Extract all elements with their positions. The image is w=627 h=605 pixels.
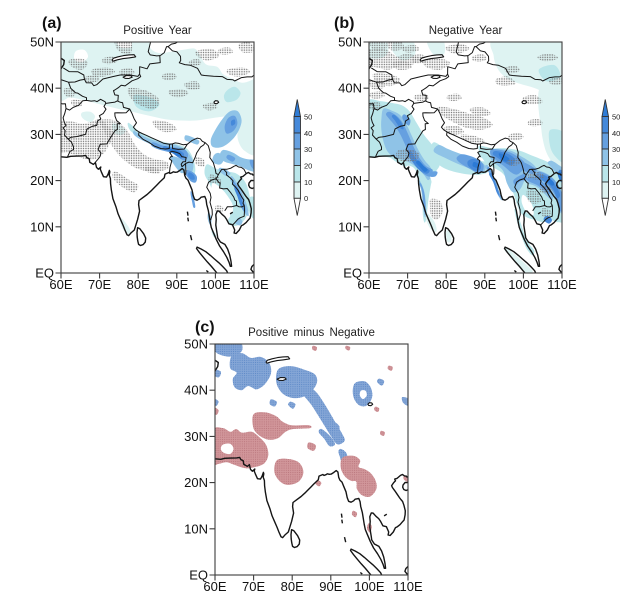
svg-text:30N: 30N (184, 429, 208, 444)
svg-text:(c): (c) (195, 319, 215, 336)
svg-text:10N: 10N (338, 219, 362, 234)
svg-text:100E: 100E (354, 579, 385, 594)
svg-text:40N: 40N (30, 81, 54, 96)
svg-text:Negative Year: Negative Year (429, 25, 503, 37)
svg-text:20: 20 (612, 161, 620, 170)
svg-text:50: 50 (304, 112, 312, 121)
svg-text:EQ: EQ (35, 266, 54, 281)
svg-text:40N: 40N (338, 81, 362, 96)
svg-text:20: 20 (304, 161, 312, 170)
svg-text:90E: 90E (165, 277, 188, 292)
svg-text:Positive Year: Positive Year (123, 25, 192, 37)
svg-text:20N: 20N (30, 173, 54, 188)
svg-text:100E: 100E (200, 277, 231, 292)
svg-text:70E: 70E (88, 277, 111, 292)
svg-text:Positive minus Negative: Positive minus Negative (248, 327, 375, 339)
svg-text:40: 40 (304, 129, 312, 138)
svg-text:60E: 60E (203, 579, 226, 594)
svg-text:50: 50 (612, 112, 620, 121)
svg-text:50N: 50N (30, 35, 54, 50)
svg-text:60E: 60E (49, 277, 72, 292)
svg-text:70E: 70E (396, 277, 419, 292)
svg-text:40N: 40N (184, 383, 208, 398)
svg-text:90E: 90E (319, 579, 342, 594)
svg-text:110E: 110E (547, 277, 577, 292)
svg-text:(a): (a) (42, 15, 62, 32)
svg-text:EQ: EQ (189, 568, 208, 583)
svg-text:0: 0 (304, 194, 308, 203)
svg-text:10: 10 (612, 178, 620, 187)
svg-text:110E: 110E (239, 277, 269, 292)
svg-text:80E: 80E (127, 277, 150, 292)
svg-text:110E: 110E (393, 579, 423, 594)
svg-text:20N: 20N (184, 475, 208, 490)
svg-text:40: 40 (612, 129, 620, 138)
svg-text:100E: 100E (508, 277, 539, 292)
svg-text:10N: 10N (184, 521, 208, 536)
svg-text:0: 0 (612, 194, 616, 203)
svg-text:80E: 80E (435, 277, 458, 292)
svg-text:50N: 50N (338, 35, 362, 50)
svg-text:30N: 30N (30, 127, 54, 142)
svg-text:10: 10 (304, 178, 312, 187)
svg-text:30: 30 (612, 145, 620, 154)
svg-text:20N: 20N (338, 173, 362, 188)
svg-text:(b): (b) (334, 15, 354, 32)
svg-text:80E: 80E (281, 579, 304, 594)
svg-text:EQ: EQ (343, 266, 362, 281)
svg-text:10N: 10N (30, 219, 54, 234)
svg-text:30: 30 (304, 145, 312, 154)
svg-text:60E: 60E (357, 277, 380, 292)
svg-text:50N: 50N (184, 337, 208, 352)
svg-text:90E: 90E (473, 277, 496, 292)
svg-text:70E: 70E (242, 579, 265, 594)
svg-text:30N: 30N (338, 127, 362, 142)
